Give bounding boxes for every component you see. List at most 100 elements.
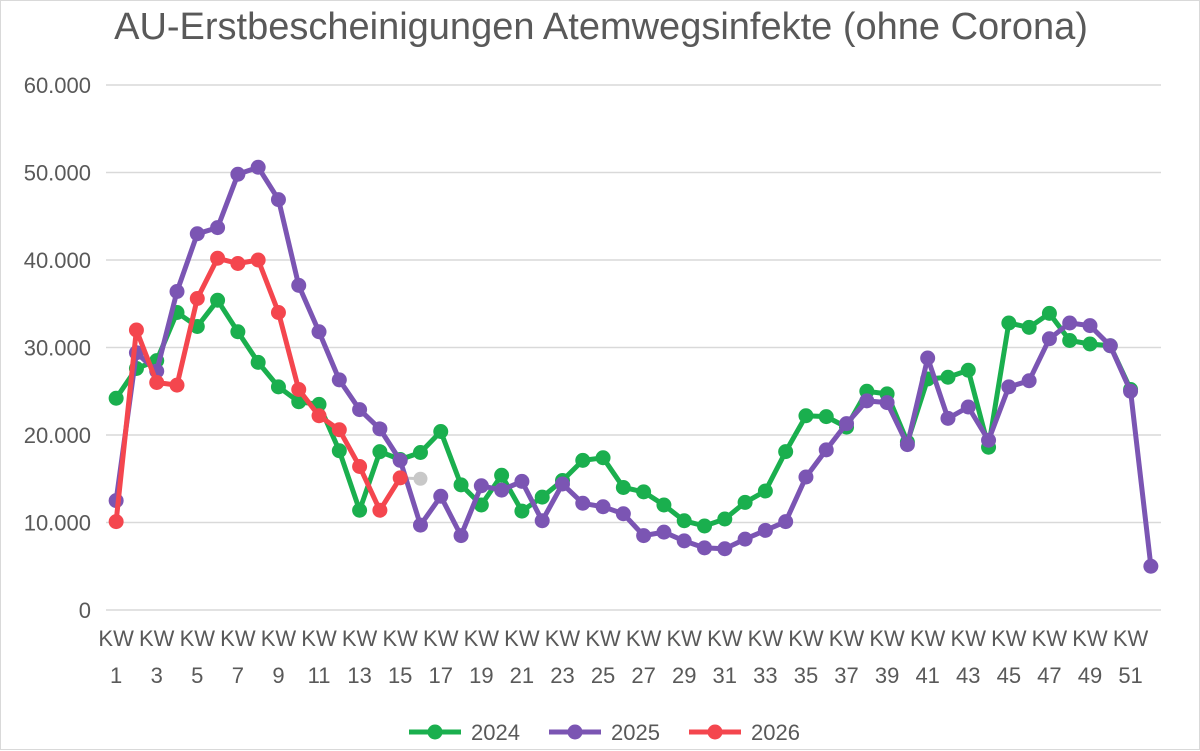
data-point-2024: [108, 390, 124, 406]
x-tick-label: KW: [991, 626, 1027, 651]
x-tick-label-number: 23: [550, 663, 574, 688]
x-tick-label-number: 45: [997, 663, 1021, 688]
data-point-2025: [615, 506, 631, 522]
data-point-2025: [778, 514, 794, 530]
data-point-2026: [250, 252, 266, 268]
data-point-2025: [230, 166, 246, 182]
data-point-2025: [1041, 331, 1057, 347]
data-point-2025: [859, 393, 875, 409]
data-point-2026: [210, 250, 226, 266]
data-point-2025: [595, 499, 611, 515]
x-tick-label-number: 33: [753, 663, 777, 688]
x-tick-label: KW: [666, 626, 702, 651]
y-tick-label: 60.000: [24, 73, 91, 98]
y-tick-label: 50.000: [24, 161, 91, 186]
x-tick-label-number: 17: [429, 663, 453, 688]
x-tick-label-number: 37: [834, 663, 858, 688]
x-tick-label: KW: [707, 626, 743, 651]
data-point-2026: [108, 514, 124, 530]
data-point-2025: [352, 402, 368, 418]
data-point-2024: [1041, 305, 1057, 321]
data-point-2025: [494, 482, 510, 498]
data-point-2025: [331, 372, 347, 388]
x-tick-label-number: 31: [713, 663, 737, 688]
x-tick-label: KW: [545, 626, 581, 651]
y-axis-tick-labels: 0 10.000 20.000 30.000 40.000 50.000 60.000: [24, 73, 91, 623]
x-tick-label-number: 9: [272, 663, 284, 688]
data-point-2025: [554, 476, 570, 492]
x-tick-label-number: 15: [388, 663, 412, 688]
data-point-2024: [453, 477, 469, 493]
data-point-2024: [737, 494, 753, 510]
x-tick-label: KW: [788, 626, 824, 651]
data-point-2024: [656, 497, 672, 513]
data-point-2025: [1143, 558, 1159, 574]
x-tick-label-number: 27: [631, 663, 655, 688]
data-point-2025: [656, 524, 672, 540]
data-point-2024: [494, 467, 510, 483]
data-point-2026: [270, 305, 286, 320]
data-point-2025: [697, 540, 713, 556]
data-point-2024: [412, 445, 428, 460]
data-point-2024: [1082, 336, 1098, 352]
x-tick-label-number: 49: [1078, 663, 1102, 688]
data-point-2024: [595, 450, 611, 466]
data-point-2025: [250, 159, 266, 175]
data-point-2025: [636, 528, 652, 544]
data-point-2026: [311, 408, 327, 424]
data-point-2025: [473, 478, 489, 494]
data-point-2026: [149, 375, 165, 390]
data-point-2024: [636, 484, 652, 500]
x-tick-label-number: 25: [591, 663, 615, 688]
series-line-2026: [113, 255, 403, 525]
data-point-2025: [514, 473, 530, 489]
data-point-2026: [352, 459, 368, 474]
data-point-2025: [311, 324, 327, 340]
data-point-2024: [940, 369, 956, 385]
x-tick-label-number: 1: [110, 663, 122, 688]
legend-marker-2024: [427, 724, 443, 740]
data-point-2025: [210, 220, 226, 236]
x-tick-label-number: 21: [510, 663, 534, 688]
y-tick-label: 10.000: [24, 511, 91, 536]
data-point-2025: [392, 452, 408, 468]
x-tick-label: KW: [1032, 626, 1068, 651]
data-point-2025: [920, 350, 936, 366]
data-point-2025: [899, 437, 915, 453]
data-point-2024: [1021, 319, 1037, 335]
data-point-2024: [697, 518, 713, 534]
legend-marker-2025: [567, 724, 583, 740]
x-tick-label-number: 29: [672, 663, 696, 688]
x-tick-label: KW: [220, 626, 256, 651]
x-tick-label-number: 7: [232, 663, 244, 688]
chart-title: AU-Erstbescheinigungen Atemwegsinfekte (…: [114, 6, 1088, 48]
series-2024: [108, 292, 1139, 534]
x-tick-label: KW: [829, 626, 865, 651]
data-point-2024: [798, 408, 814, 424]
series-line-2025: [113, 164, 1154, 569]
data-point-2026: [128, 322, 144, 338]
legend: 2024 2025 2026: [409, 720, 800, 745]
data-point-2025: [372, 421, 388, 437]
x-tick-label: KW: [464, 626, 500, 651]
data-point-2025: [169, 284, 185, 299]
x-tick-label: KW: [261, 626, 297, 651]
data-point-2024: [534, 489, 550, 505]
x-tick-label: KW: [1113, 626, 1149, 651]
data-point-2024: [575, 452, 591, 468]
x-axis-tick-labels: KW 1 KW 3 KW 5 KW 7 KW 9 KW 11 KW 13 KW 15 KW 17 KW 19 KW 21 K…: [98, 626, 1148, 688]
legend-label-2025: 2025: [611, 720, 660, 745]
y-tick-label: 30.000: [24, 336, 91, 361]
data-point-2025: [1123, 383, 1139, 399]
data-point-2024: [1062, 333, 1078, 348]
gridlines: [106, 84, 1161, 611]
data-point-2025: [818, 442, 834, 458]
data-point-2025: [291, 277, 307, 293]
data-point-2024: [230, 324, 246, 340]
data-point-2024: [778, 444, 794, 460]
x-tick-label-number: 41: [915, 663, 939, 688]
data-point-2024: [757, 483, 773, 499]
data-point-2025: [189, 226, 205, 242]
x-tick-label: KW: [869, 626, 905, 651]
